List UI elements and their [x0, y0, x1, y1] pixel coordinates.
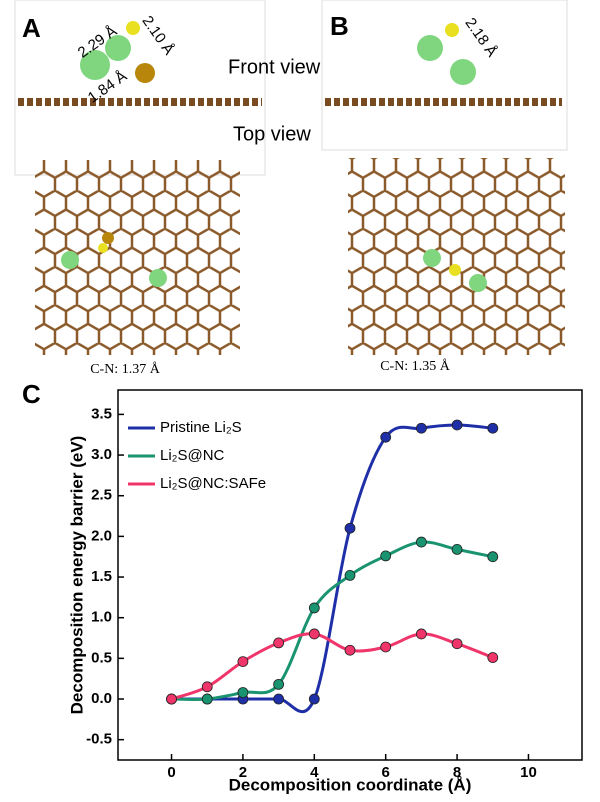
y-tick-label: 2.5 — [91, 487, 112, 504]
y-tick-label: -0.5 — [86, 731, 112, 748]
point — [380, 431, 392, 443]
s-atom — [126, 21, 140, 35]
li-atom — [61, 251, 79, 269]
legend-label: Pristine Li₂S — [160, 419, 242, 436]
x-tick-label: 4 — [310, 764, 319, 781]
y-axis-label: Decomposition energy barrier (eV) — [67, 436, 86, 715]
point — [166, 693, 177, 705]
point — [201, 681, 213, 693]
fe-atom — [135, 63, 155, 83]
view-label: Front view — [228, 56, 321, 78]
y-tick-label: 2.0 — [91, 527, 112, 544]
point — [415, 536, 427, 548]
point — [237, 656, 249, 668]
point — [273, 678, 285, 690]
point — [344, 644, 356, 656]
view-label: Top view — [233, 123, 311, 145]
point — [380, 550, 392, 562]
lattice — [348, 158, 565, 355]
li-atom — [450, 59, 476, 85]
point — [201, 693, 213, 705]
li-atom — [105, 35, 131, 61]
legend-label: Li₂S@NC — [160, 447, 225, 464]
s-atom — [449, 264, 461, 276]
point — [380, 641, 392, 653]
point — [451, 419, 463, 431]
y-tick-label: 0.0 — [91, 690, 112, 707]
x-tick-label: 2 — [239, 764, 247, 781]
point — [344, 522, 356, 534]
panel-frame — [321, 0, 568, 151]
y-tick-label: 3.5 — [91, 405, 112, 422]
x-tick-label: 0 — [167, 764, 175, 781]
series-line — [171, 540, 494, 701]
cn-label: C-N: 1.35 Å — [380, 358, 451, 374]
series-line — [171, 632, 494, 701]
x-tick-label: 6 — [382, 764, 390, 781]
panel-label: B — [330, 11, 349, 41]
fe-atom — [102, 232, 114, 244]
s-atom — [445, 23, 459, 37]
point — [415, 628, 427, 640]
point — [415, 422, 427, 434]
y-tick-label: 0.5 — [91, 649, 112, 666]
point — [344, 570, 356, 581]
point — [451, 543, 463, 555]
point — [487, 652, 499, 663]
li-atom — [80, 50, 110, 80]
panel-label: C — [22, 379, 41, 409]
x-tick-label: 10 — [520, 764, 537, 781]
s-atom — [98, 243, 108, 253]
point — [451, 638, 463, 650]
point — [308, 628, 320, 640]
cn-label: C-N: 1.37 Å — [90, 361, 161, 377]
li-atom — [469, 274, 487, 292]
x-tick-label: 8 — [453, 764, 461, 781]
plot-frame — [117, 389, 583, 761]
point — [308, 693, 320, 705]
x-axis-label: Decomposition coordinate (Å) — [229, 775, 472, 794]
point — [237, 687, 249, 698]
point — [487, 422, 499, 434]
panel-label: A — [22, 13, 41, 43]
point — [487, 551, 499, 563]
point — [308, 602, 320, 614]
li-atom — [149, 269, 167, 287]
y-tick-label: 3.0 — [91, 446, 112, 463]
li-atom — [423, 249, 441, 267]
point — [273, 693, 285, 705]
y-tick-label: 1.5 — [91, 568, 112, 585]
legend-label: Li₂S@NC:SAFe — [160, 475, 266, 492]
series-line — [171, 423, 493, 714]
bond-label: 2.18 Å — [461, 15, 500, 60]
point — [273, 637, 285, 649]
bond-label: 2.10 Å — [138, 13, 177, 58]
y-tick-label: 1.0 — [91, 609, 112, 626]
panel-frame — [14, 0, 266, 176]
li-atom — [417, 35, 443, 61]
